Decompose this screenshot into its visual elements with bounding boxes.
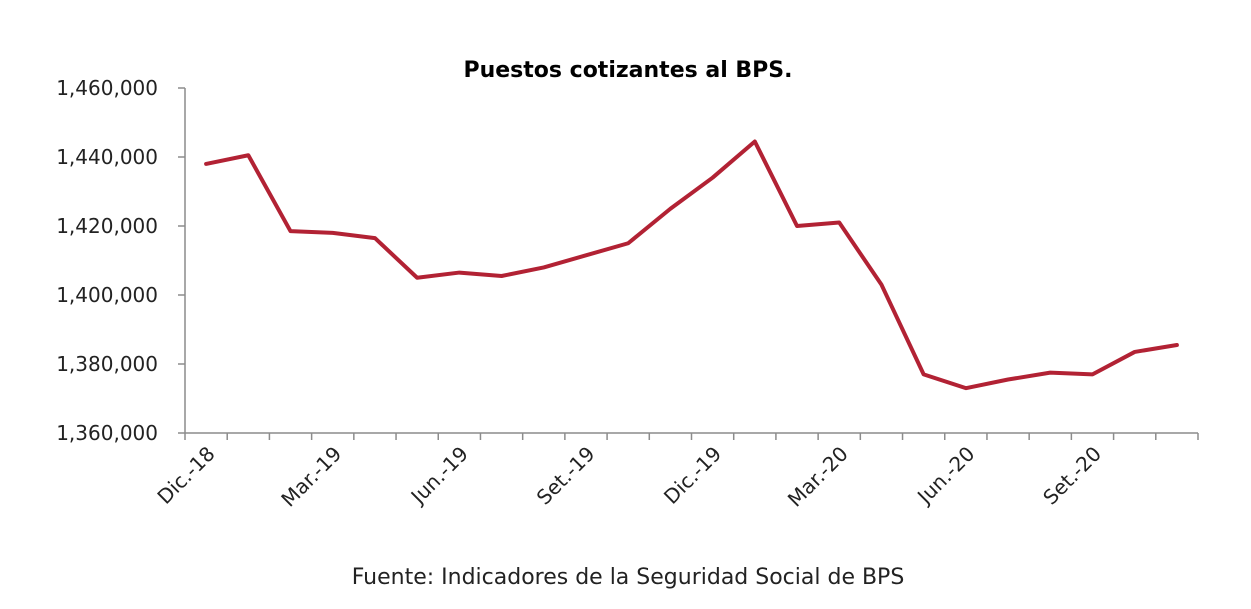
y-tick-label: 1,380,000: [56, 352, 158, 376]
x-tick-label: Dic.-18: [152, 442, 219, 509]
y-tick-label: 1,400,000: [56, 283, 158, 307]
x-axis-tick-labels: Dic.-18 Mar.-19 Jun.-19 Set.-19 Dic.-19 Mar.-…: [152, 442, 1106, 512]
y-tick-label: 1,440,000: [56, 145, 158, 169]
y-tick-label: 1,360,000: [56, 421, 158, 445]
x-tick-label: Jun.-19: [405, 442, 473, 510]
x-tick-label: Dic.-19: [659, 442, 726, 509]
y-axis-tick-labels: 1,360,000 1,380,000 1,400,000 1,420,000 1,44…: [56, 76, 158, 445]
x-tick-label: Mar.-19: [276, 442, 346, 512]
x-tick-label: Set.-19: [532, 442, 600, 510]
chart-title: Puestos cotizantes al BPS.: [463, 58, 792, 83]
x-tick-label: Set.-20: [1038, 442, 1106, 510]
y-tick-label: 1,420,000: [56, 214, 158, 238]
series-layer: [204, 139, 1179, 391]
axes: [178, 87, 1199, 440]
x-tick-label: Jun.-20: [911, 442, 979, 510]
series-line: [204, 139, 1179, 391]
x-tick-label: Mar.-20: [783, 442, 853, 512]
chart-source-note: Fuente: Indicadores de la Seguridad Soci…: [352, 565, 905, 590]
y-tick-label: 1,460,000: [56, 76, 158, 100]
